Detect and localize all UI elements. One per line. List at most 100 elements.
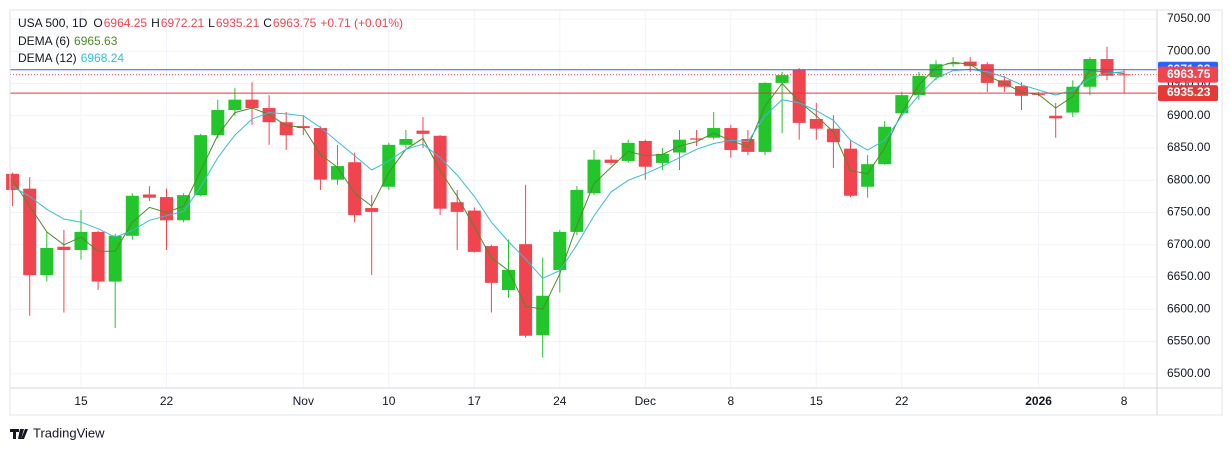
legend-value: 6965.63	[74, 34, 118, 48]
candle-body	[23, 188, 37, 276]
candle-body	[690, 138, 704, 140]
candle-body	[980, 64, 994, 83]
candle-body	[519, 244, 533, 336]
price-label: 6963.75	[1167, 67, 1211, 81]
y-tick-label: 6850.00	[1167, 140, 1211, 154]
candle-body	[1117, 74, 1131, 76]
candle-body	[792, 69, 806, 123]
candle-body	[177, 195, 191, 221]
price-label: 6935.23	[1167, 85, 1211, 99]
candle-body	[946, 62, 960, 65]
y-tick-label: 6600.00	[1167, 301, 1211, 315]
frame	[9, 9, 1223, 416]
x-tick-label: 2026	[1025, 394, 1052, 408]
candle-body	[741, 139, 755, 152]
ohlc-label: C	[263, 16, 272, 30]
y-tick-label: 7000.00	[1167, 43, 1211, 57]
candle-body	[331, 166, 344, 180]
candle-body	[365, 208, 379, 212]
candle-body	[775, 75, 789, 83]
candle-body	[570, 189, 584, 232]
ohlc-label: L	[208, 16, 215, 30]
candle-body	[878, 126, 892, 165]
change: +0.71 (+0.01%)	[320, 16, 403, 30]
x-tick-label: 8	[727, 394, 734, 408]
y-tick-label: 6900.00	[1167, 108, 1211, 122]
price-label-box	[1158, 66, 1218, 83]
candle-body	[758, 82, 772, 152]
candle-body	[929, 64, 943, 78]
candle-body	[194, 135, 208, 196]
candle-body	[433, 135, 447, 209]
candle-body	[450, 202, 464, 212]
header: USA 500, 1D O 6964.25 H 6972.21 L 6935.21 C 6963…	[18, 16, 403, 65]
y-tick-label: 6550.00	[1167, 334, 1211, 348]
legend-name: DEMA (12)	[18, 51, 77, 65]
y-tick-label: 6500.00	[1167, 366, 1211, 380]
brand-name: TradingView	[33, 425, 105, 440]
candle-body	[467, 210, 481, 252]
candle-body	[638, 140, 652, 167]
candle-body	[587, 159, 601, 194]
candle-body	[826, 128, 840, 143]
ohlc-value: 6964.25	[104, 16, 148, 30]
legend-name: DEMA (6)	[18, 34, 70, 48]
y-tick-label: 6800.00	[1167, 172, 1211, 186]
x-tick-label: Nov	[293, 394, 314, 408]
candle-body	[1049, 115, 1063, 119]
ohlc-label: H	[151, 16, 160, 30]
candle-body	[809, 119, 823, 129]
y-tick-label: 6650.00	[1167, 269, 1211, 283]
candle-body	[142, 194, 156, 198]
x-tick-label: 8	[1121, 394, 1128, 408]
x-tick-label: 10	[382, 394, 396, 408]
candle-body	[724, 128, 738, 150]
candle-body	[279, 122, 293, 136]
candle-body	[844, 148, 857, 196]
candle-body	[604, 159, 618, 163]
candle-body	[1015, 86, 1028, 96]
ohlc-value: 6935.21	[216, 16, 260, 30]
price-label-box	[1158, 85, 1218, 102]
candle-body	[211, 109, 225, 136]
candle-body	[74, 231, 88, 250]
x-tick-label: 15	[74, 394, 88, 408]
candle-body	[382, 144, 396, 187]
candle-body	[399, 139, 413, 145]
y-tick-label: 6700.00	[1167, 237, 1211, 251]
candle-body	[40, 248, 54, 276]
x-tick-label: 22	[895, 394, 909, 408]
indicator-line	[12, 68, 1125, 279]
x-tick-label: 22	[160, 394, 174, 408]
candle-body	[861, 164, 875, 187]
candle-body	[245, 99, 259, 109]
ohlc-value: 6963.75	[273, 16, 317, 30]
candle-body	[895, 95, 909, 114]
candle-body	[553, 231, 567, 270]
candle-body	[57, 246, 71, 250]
x-tick-label: Dec	[635, 394, 656, 408]
candle-body	[655, 153, 669, 163]
x-tick-label: 17	[468, 394, 482, 408]
candle-body	[262, 108, 276, 123]
candle-body	[91, 231, 105, 282]
y-tick-label: 6750.00	[1167, 205, 1211, 219]
candle-body	[348, 162, 362, 216]
brand-logo	[10, 429, 28, 439]
ohlc-value: 6972.21	[161, 16, 205, 30]
candle-body	[536, 295, 550, 336]
x-tick-label: 24	[553, 394, 567, 408]
indicator-line	[12, 61, 1125, 310]
candle-body	[228, 99, 242, 110]
candle-body	[484, 246, 498, 283]
brand: TradingView	[10, 425, 105, 440]
x-tick-label: 15	[810, 394, 824, 408]
symbol: USA 500, 1D	[18, 16, 88, 30]
plot	[6, 46, 1131, 358]
candle-body	[108, 235, 122, 282]
candle-body	[502, 269, 515, 290]
candle-body	[125, 195, 139, 236]
